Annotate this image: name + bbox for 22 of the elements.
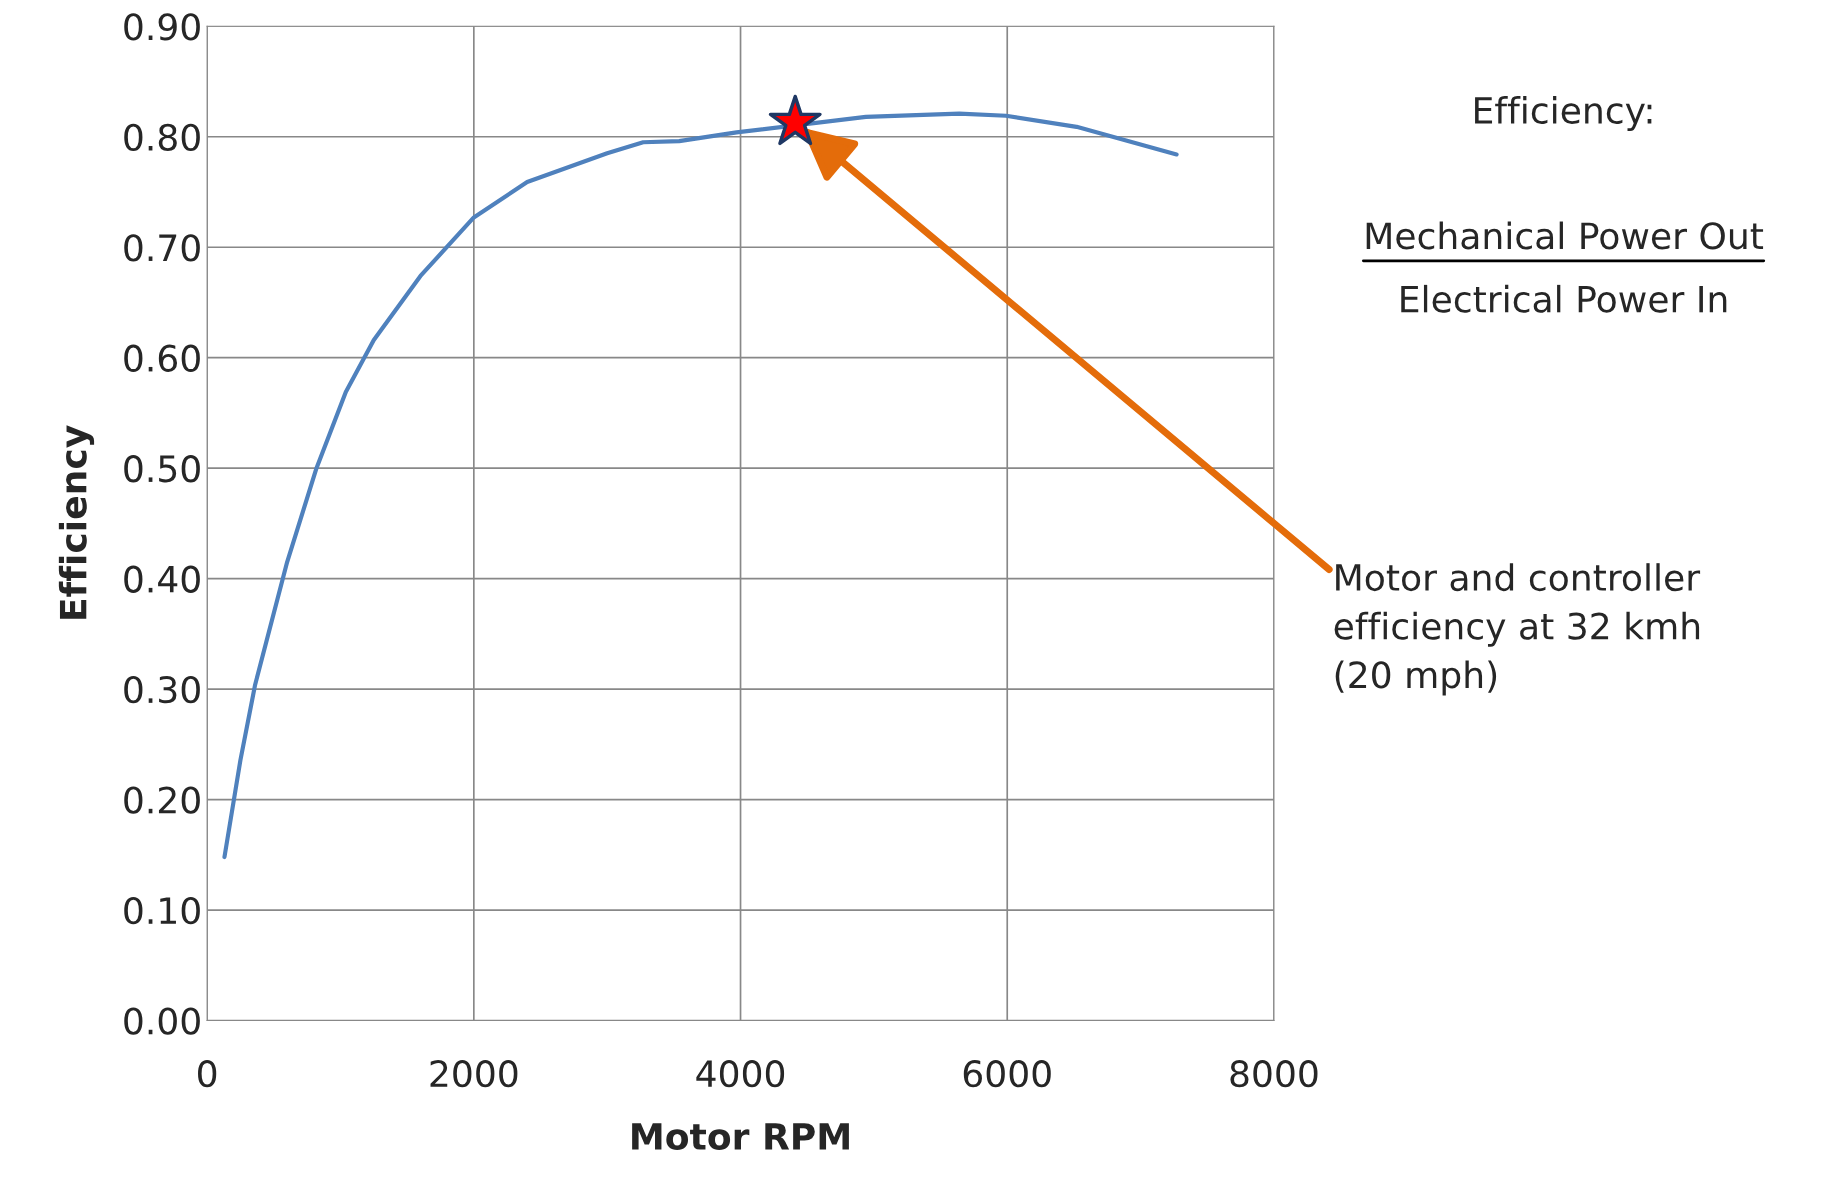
x-tick-label: 0	[198, 1060, 217, 1088]
y-tick-label: 0.20	[124, 786, 200, 814]
line-series	[222, 111, 1179, 860]
text: Efficiency:	[1475, 96, 1652, 131]
y-tick-label: 0.30	[124, 676, 200, 704]
y-tick-label: 0.60	[124, 344, 200, 372]
y-tick-label: 0.90	[124, 13, 200, 41]
y-tick-label: 0.40	[124, 565, 200, 593]
x-tick-label: 2000	[430, 1060, 518, 1088]
x-tick-label: 4000	[696, 1060, 785, 1088]
text: Electrical Power In	[1401, 284, 1727, 313]
y-tick-label: 0.80	[124, 123, 200, 151]
x-tick-label: 8000	[1230, 1060, 1318, 1088]
text: Mechanical Power Out	[1366, 221, 1764, 250]
x-tick-label: 6000	[963, 1060, 1051, 1088]
text: Motor and controller efficiency at 32 kmh (20 mph)	[1334, 563, 1701, 696]
y-tick-label: 0.70	[124, 234, 200, 262]
y-tick-label: 0.50	[124, 455, 200, 483]
y-tick-label: 0.00	[124, 1007, 200, 1035]
y-tick-label: 0.10	[124, 896, 200, 925]
y-axis-title: Efficiency	[58, 425, 95, 619]
x-axis-title: Motor RPM	[632, 1123, 849, 1151]
